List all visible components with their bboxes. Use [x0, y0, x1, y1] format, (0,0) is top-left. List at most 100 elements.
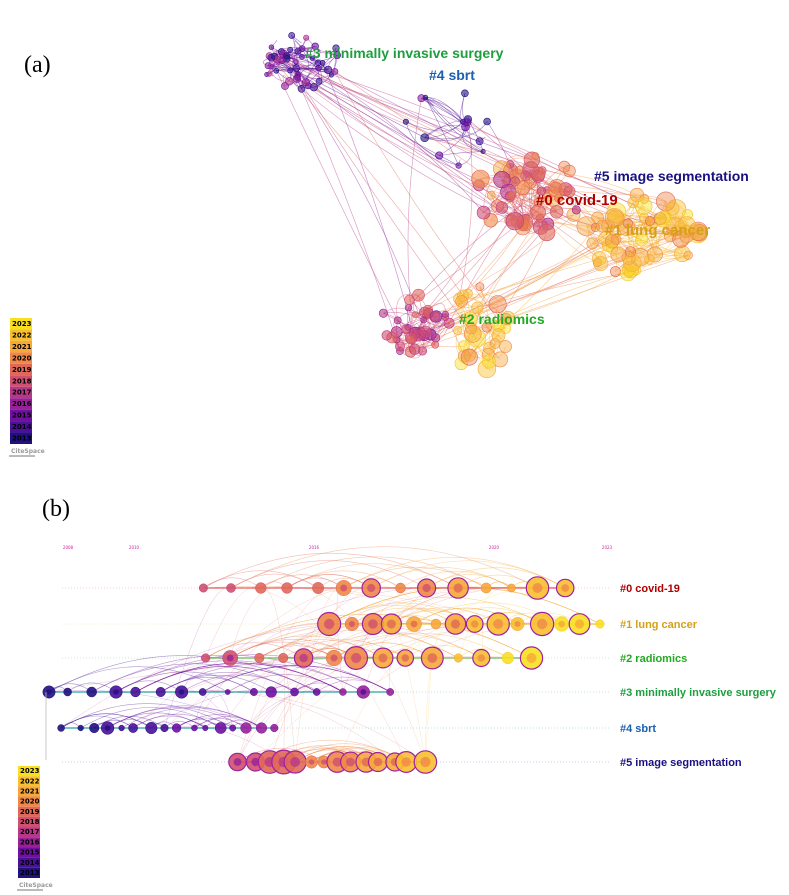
timeline-node — [249, 688, 258, 696]
network-node — [644, 254, 655, 265]
network-label-cluster-5: #5 image segmentation — [594, 168, 749, 184]
network-edge — [486, 361, 493, 371]
timeline-node-core — [427, 653, 438, 663]
timeline-node-core — [410, 620, 418, 628]
network-edge — [286, 58, 502, 170]
timeline-link — [48, 689, 262, 729]
network-edge — [296, 78, 401, 352]
network-edge — [637, 194, 666, 202]
network-node — [402, 118, 409, 125]
network-edge — [455, 298, 471, 320]
network-node — [622, 218, 633, 229]
network-node — [610, 234, 622, 245]
timeline-year-tick: 2023 — [602, 545, 613, 550]
network-node — [461, 89, 469, 98]
network-node — [554, 193, 564, 203]
timeline-node-core — [526, 653, 537, 663]
network-node — [331, 68, 339, 75]
network-edge — [641, 217, 646, 241]
network-node — [523, 151, 541, 169]
timeline-node — [255, 722, 268, 734]
timeline-node — [430, 618, 442, 630]
legend-swatch — [10, 375, 32, 387]
legend-swatch — [18, 776, 40, 787]
legend-year-label: 2021 — [20, 787, 40, 795]
timeline-node-core — [536, 618, 548, 630]
timeline-year-tick: 2016 — [309, 545, 320, 550]
network-node — [638, 212, 650, 223]
network-label-cluster-1: #1 lung cancer — [605, 222, 710, 239]
timeline-arc — [286, 574, 372, 589]
legend-swatch — [10, 340, 32, 353]
network-node — [293, 59, 299, 65]
network-node — [495, 201, 509, 214]
network-node — [267, 53, 276, 62]
network-edge — [488, 346, 506, 359]
network-node — [481, 347, 495, 361]
network-edge — [641, 239, 689, 258]
timeline-node-core — [299, 653, 308, 663]
timeline-link — [333, 586, 487, 659]
timeline-arc — [400, 570, 512, 589]
timeline-arc — [286, 570, 401, 589]
timeline-year-tick: 2008 — [63, 545, 74, 550]
panel-b-label: (b) — [42, 496, 70, 522]
network-node — [488, 295, 507, 314]
timeline-year-tick: 2010 — [129, 545, 140, 550]
timeline-node — [214, 722, 227, 734]
network-edge — [628, 259, 650, 274]
network-edge — [469, 227, 596, 356]
timeline-arc — [160, 677, 255, 693]
timeline-node-core — [401, 654, 409, 662]
network-node — [530, 204, 546, 220]
network-edge — [643, 217, 657, 255]
network-edge — [421, 97, 464, 123]
timeline-node — [145, 721, 158, 735]
network-edge — [598, 202, 634, 259]
timeline-arc — [107, 712, 206, 729]
network-node — [471, 301, 484, 314]
network-node — [506, 160, 515, 169]
network-edge — [650, 201, 666, 255]
network-edge — [472, 255, 689, 335]
network-node — [324, 65, 333, 74]
network-node — [297, 85, 306, 93]
network-edge — [461, 232, 700, 302]
network-node — [623, 267, 634, 278]
timeline-node-core — [330, 654, 338, 662]
network-node — [287, 67, 293, 74]
network-node — [499, 340, 512, 353]
timeline-arc — [391, 607, 499, 625]
legend-swatch — [10, 318, 32, 330]
network-edge — [276, 59, 332, 79]
network-edge — [616, 212, 637, 271]
network-node — [515, 165, 524, 175]
timeline-node — [198, 583, 208, 593]
timeline-arc — [227, 674, 344, 693]
timeline-arc — [107, 705, 262, 729]
timeline-node — [240, 722, 252, 734]
timeline-link — [237, 690, 317, 763]
network-node — [537, 186, 546, 196]
network-edge — [472, 325, 499, 335]
legend-swatch — [18, 837, 40, 848]
timeline-arc — [91, 663, 295, 693]
network-edge — [542, 170, 631, 252]
timeline-arc — [60, 703, 233, 729]
network-edge — [615, 263, 625, 272]
network-edge — [457, 225, 682, 331]
timeline-node — [507, 583, 516, 593]
network-node — [491, 328, 506, 343]
network-node — [333, 51, 342, 60]
timeline-node — [57, 724, 65, 732]
timeline-node-core — [351, 652, 362, 664]
timeline-arc — [259, 639, 384, 659]
timeline-label-cluster-5: #5 image segmentation — [620, 757, 742, 769]
network-node — [646, 246, 663, 263]
network-node — [563, 164, 576, 178]
network-node — [266, 71, 272, 77]
timeline-label-cluster-0: #0 covid-19 — [620, 583, 680, 595]
timeline-arc — [343, 567, 487, 589]
network-node — [549, 181, 562, 194]
